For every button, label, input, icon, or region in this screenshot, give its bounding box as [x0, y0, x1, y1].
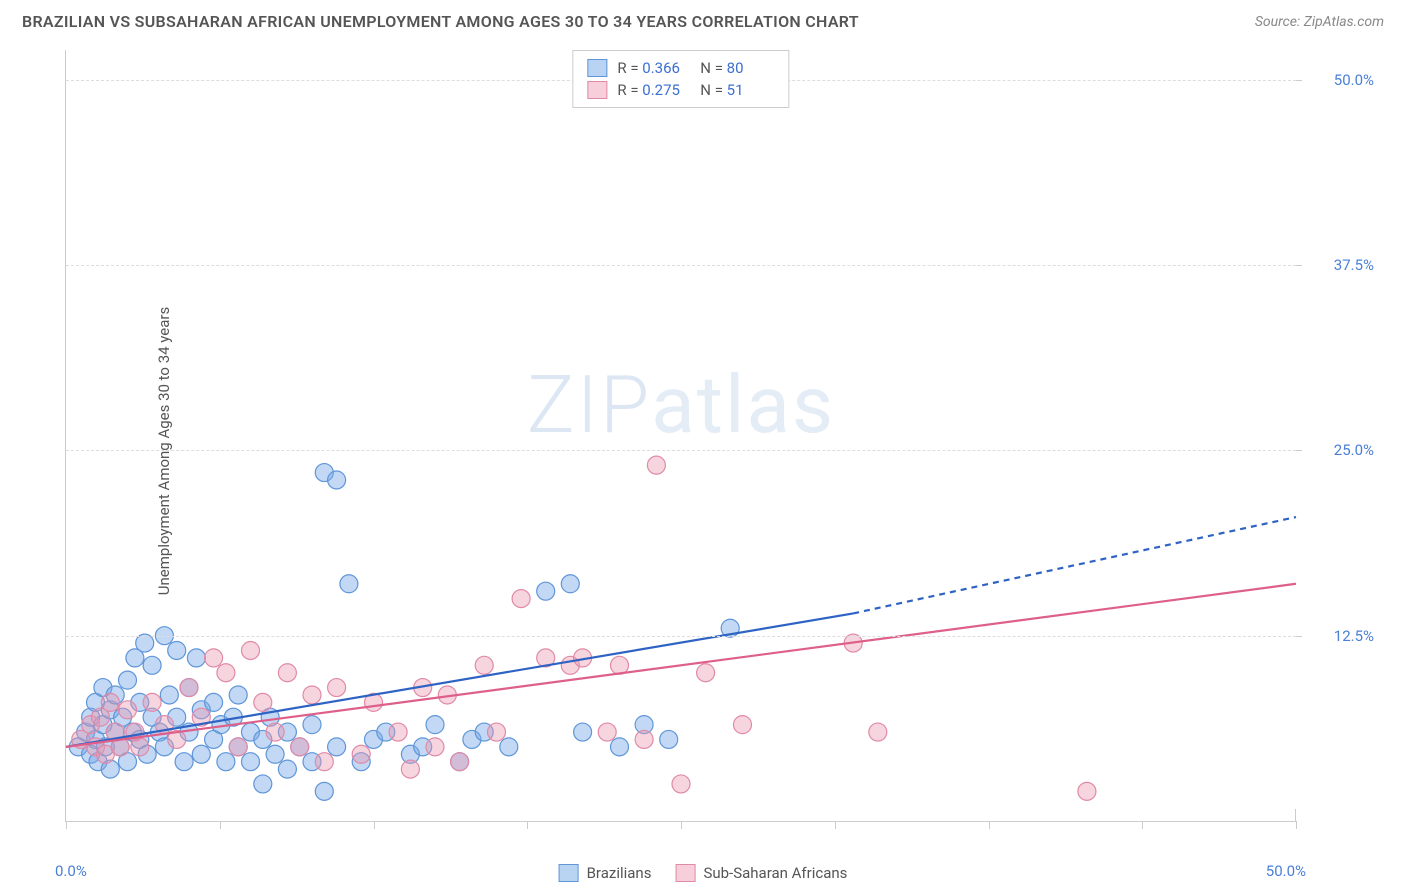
data-point — [869, 723, 887, 741]
plot-region: ZIPatlas R = 0.366 N = 80 R = 0.275 N = … — [65, 50, 1296, 822]
data-point — [426, 716, 444, 734]
swatch-subsaharan — [587, 81, 607, 99]
data-point — [328, 738, 346, 756]
data-point — [328, 471, 346, 489]
x-axis-max-label: 50.0% — [1266, 862, 1306, 880]
data-point — [647, 456, 665, 474]
correlation-legend: R = 0.366 N = 80 R = 0.275 N = 51 — [572, 50, 789, 108]
data-point — [291, 738, 309, 756]
data-point — [278, 760, 296, 778]
source-attribution: Source: ZipAtlas.com — [1255, 14, 1384, 30]
data-point — [266, 745, 284, 763]
data-point — [180, 679, 198, 697]
data-point — [266, 723, 284, 741]
data-point — [242, 753, 260, 771]
data-point — [131, 738, 149, 756]
data-point — [512, 590, 530, 608]
data-point — [1078, 782, 1096, 800]
data-point — [401, 760, 419, 778]
data-point — [205, 693, 223, 711]
data-point — [175, 753, 193, 771]
data-point — [229, 686, 247, 704]
data-point — [561, 575, 579, 593]
data-point — [426, 738, 444, 756]
data-point — [488, 723, 506, 741]
plot-svg — [66, 50, 1296, 821]
chart-area: Unemployment Among Ages 30 to 34 years Z… — [50, 50, 1386, 852]
data-point — [217, 753, 235, 771]
data-point — [119, 701, 137, 719]
data-point — [537, 582, 555, 600]
data-point — [119, 671, 137, 689]
data-point — [254, 693, 272, 711]
data-point — [451, 753, 469, 771]
data-point — [303, 716, 321, 734]
data-point — [217, 664, 235, 682]
data-point — [697, 664, 715, 682]
data-point — [168, 641, 186, 659]
x-axis-min-label: 0.0% — [55, 862, 87, 880]
swatch-brazilians — [587, 59, 607, 77]
data-point — [315, 753, 333, 771]
data-point — [136, 634, 154, 652]
data-point — [143, 693, 161, 711]
data-point — [611, 738, 629, 756]
data-point — [229, 738, 247, 756]
data-point — [389, 723, 407, 741]
trend-line-extrapolated — [853, 517, 1296, 613]
data-point — [328, 679, 346, 697]
data-point — [303, 686, 321, 704]
legend-item-subsaharan: Sub-Saharan Africans — [675, 864, 847, 882]
data-point — [672, 775, 690, 793]
swatch-icon — [675, 864, 695, 882]
data-point — [278, 664, 296, 682]
legend-row-brazilians: R = 0.366 N = 80 — [587, 57, 774, 79]
legend-item-brazilians: Brazilians — [559, 864, 652, 882]
data-point — [254, 775, 272, 793]
data-point — [143, 656, 161, 674]
data-point — [160, 686, 178, 704]
data-point — [475, 656, 493, 674]
data-point — [192, 745, 210, 763]
trend-line — [66, 584, 1296, 747]
data-point — [352, 745, 370, 763]
data-point — [598, 723, 616, 741]
swatch-icon — [559, 864, 579, 882]
data-point — [500, 738, 518, 756]
data-point — [205, 649, 223, 667]
legend-row-subsaharan: R = 0.275 N = 51 — [587, 79, 774, 101]
series-legend: Brazilians Sub-Saharan Africans — [559, 864, 848, 882]
data-point — [101, 693, 119, 711]
data-point — [734, 716, 752, 734]
data-point — [660, 730, 678, 748]
data-point — [187, 649, 205, 667]
data-point — [340, 575, 358, 593]
data-point — [242, 641, 260, 659]
data-point — [574, 723, 592, 741]
data-point — [635, 730, 653, 748]
chart-title: BRAZILIAN VS SUBSAHARAN AFRICAN UNEMPLOY… — [22, 12, 859, 31]
data-point — [315, 782, 333, 800]
